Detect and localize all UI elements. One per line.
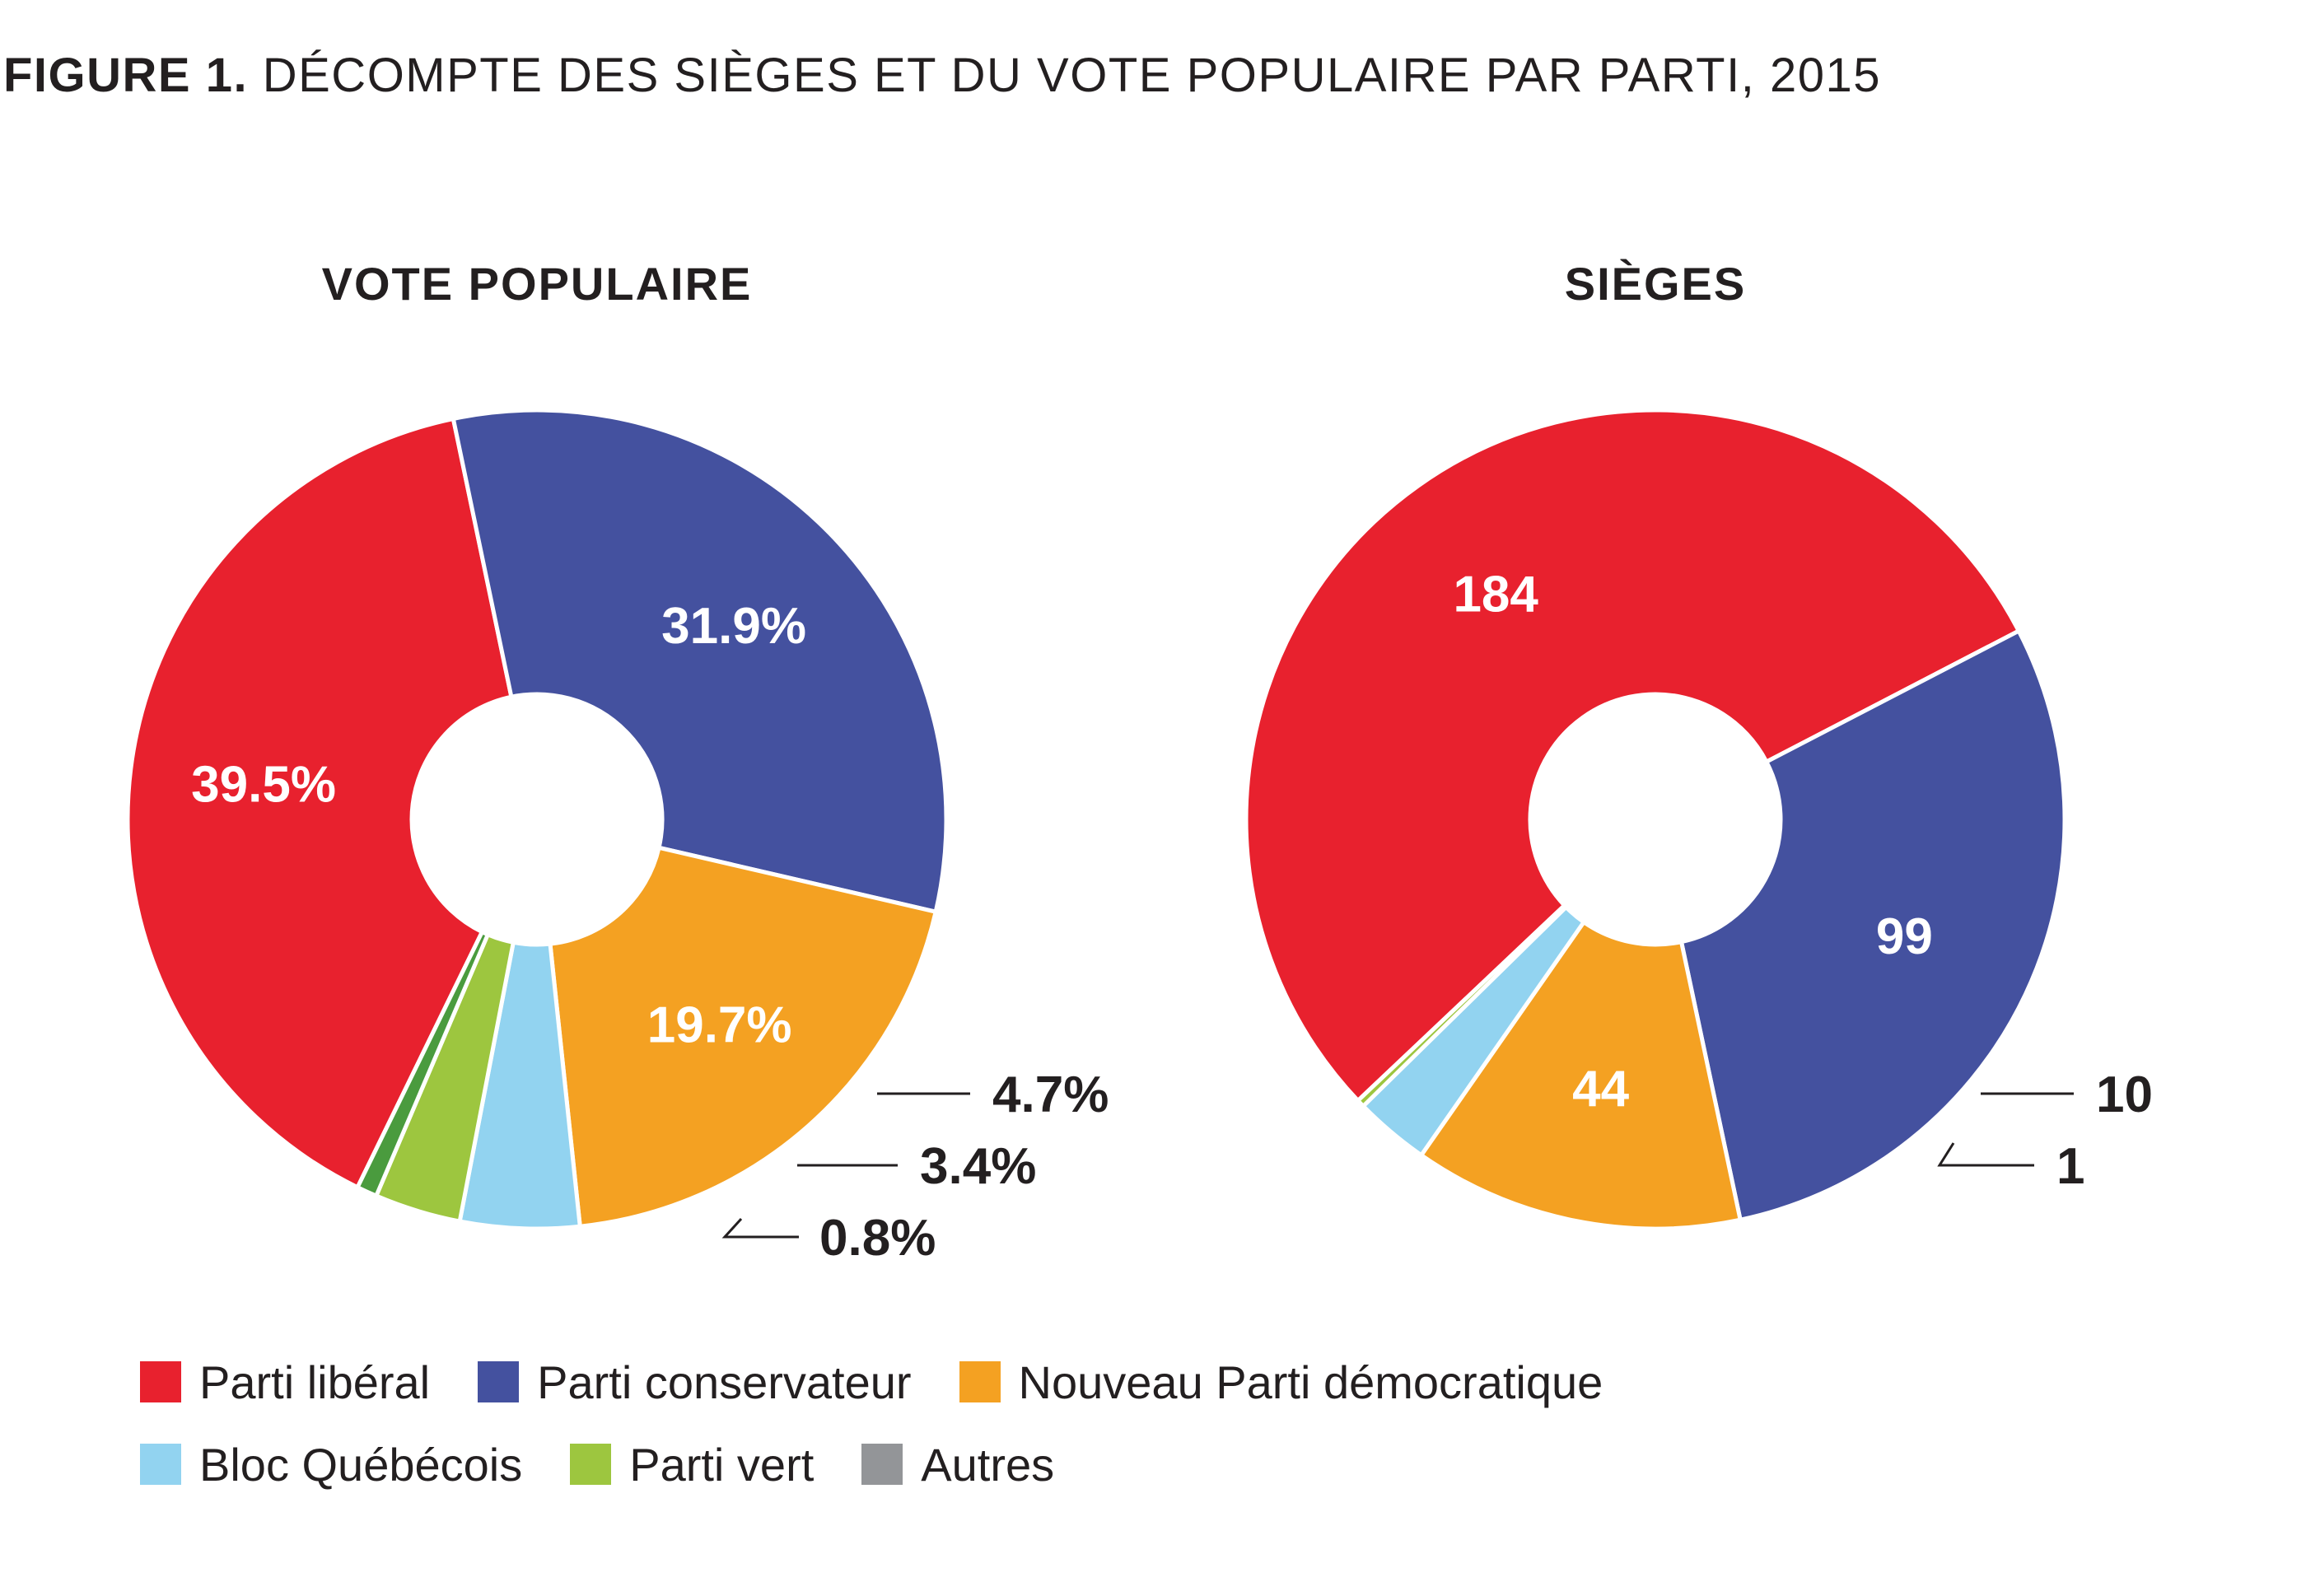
figure-title-text: DÉCOMPTE DES SIÈGES ET DU VOTE POPULAIRE… [262,49,1881,102]
donut-slice [450,408,949,914]
figure-number: FIGURE 1. [3,49,249,102]
slice-value-label: 1 [2056,1138,2084,1195]
legend-swatch [570,1444,612,1485]
slice-value-label: 39.5% [191,757,336,814]
legend-row: Parti libéral Parti conservateur Nouveau… [140,1341,2117,1423]
donut-slice [355,930,490,1198]
legend-swatch [140,1361,181,1402]
legend-item-bloc: Bloc Québécois [140,1438,522,1491]
legend-label: Parti vert [629,1438,815,1491]
donut-slice [1679,628,2067,1222]
legend-label: Nouveau Parti démocratique [1018,1356,1603,1408]
donut-slice [125,417,514,1190]
slice-value-label: 44 [1572,1061,1629,1118]
leader-line [721,1217,799,1239]
legend-item-liberal: Parti libéral [140,1356,430,1409]
legend-label: Bloc Québécois [199,1438,523,1491]
legend-label: Autres [921,1438,1055,1491]
chart-title-seats: SIÈGES [1564,258,1747,310]
chart-title-popular-vote: VOTE POPULAIRE [321,258,753,310]
slice-value-label: 10 [2096,1066,2153,1123]
slice-value-label: 4.7% [992,1066,1109,1123]
legend-item-other: Autres [861,1438,1054,1491]
legend: Parti libéral Parti conservateur Nouveau… [140,1341,2117,1505]
figure-title: FIGURE 1. DÉCOMPTE DES SIÈGES ET DU VOTE… [3,48,1881,103]
slice-value-label: 184 [1453,566,1538,623]
legend-swatch [959,1361,1001,1402]
donut-charts: 39.5% 31.9% 19.7% 4.7% 3.4% 0.8% 184 99 44 101 [125,408,2153,1267]
legend-item-green: Parti vert [570,1438,814,1491]
leader-line [1937,1142,2034,1167]
slice-value-label: 3.4% [920,1138,1036,1195]
slice-value-label: 19.7% [647,997,792,1054]
legend-swatch [478,1361,520,1402]
donut-slice [548,845,938,1229]
legend-swatch [861,1444,903,1485]
legend-item-ndp: Nouveau Parti démocratique [959,1356,1603,1409]
legend-label: Parti conservateur [537,1356,912,1408]
legend-item-conservative: Parti conservateur [478,1356,912,1409]
legend-swatch [140,1444,181,1485]
donut-slice [1244,408,2021,1103]
slice-value-label: 31.9% [661,598,806,655]
donut-slice [1419,920,1743,1231]
slice-value-label: 99 [1876,908,1933,965]
donut-slice [1356,903,1569,1108]
legend-row: Bloc Québécois Parti vert Autres [140,1423,2117,1505]
legend-label: Parti libéral [199,1356,431,1408]
slice-value-label: 0.8% [819,1210,936,1267]
